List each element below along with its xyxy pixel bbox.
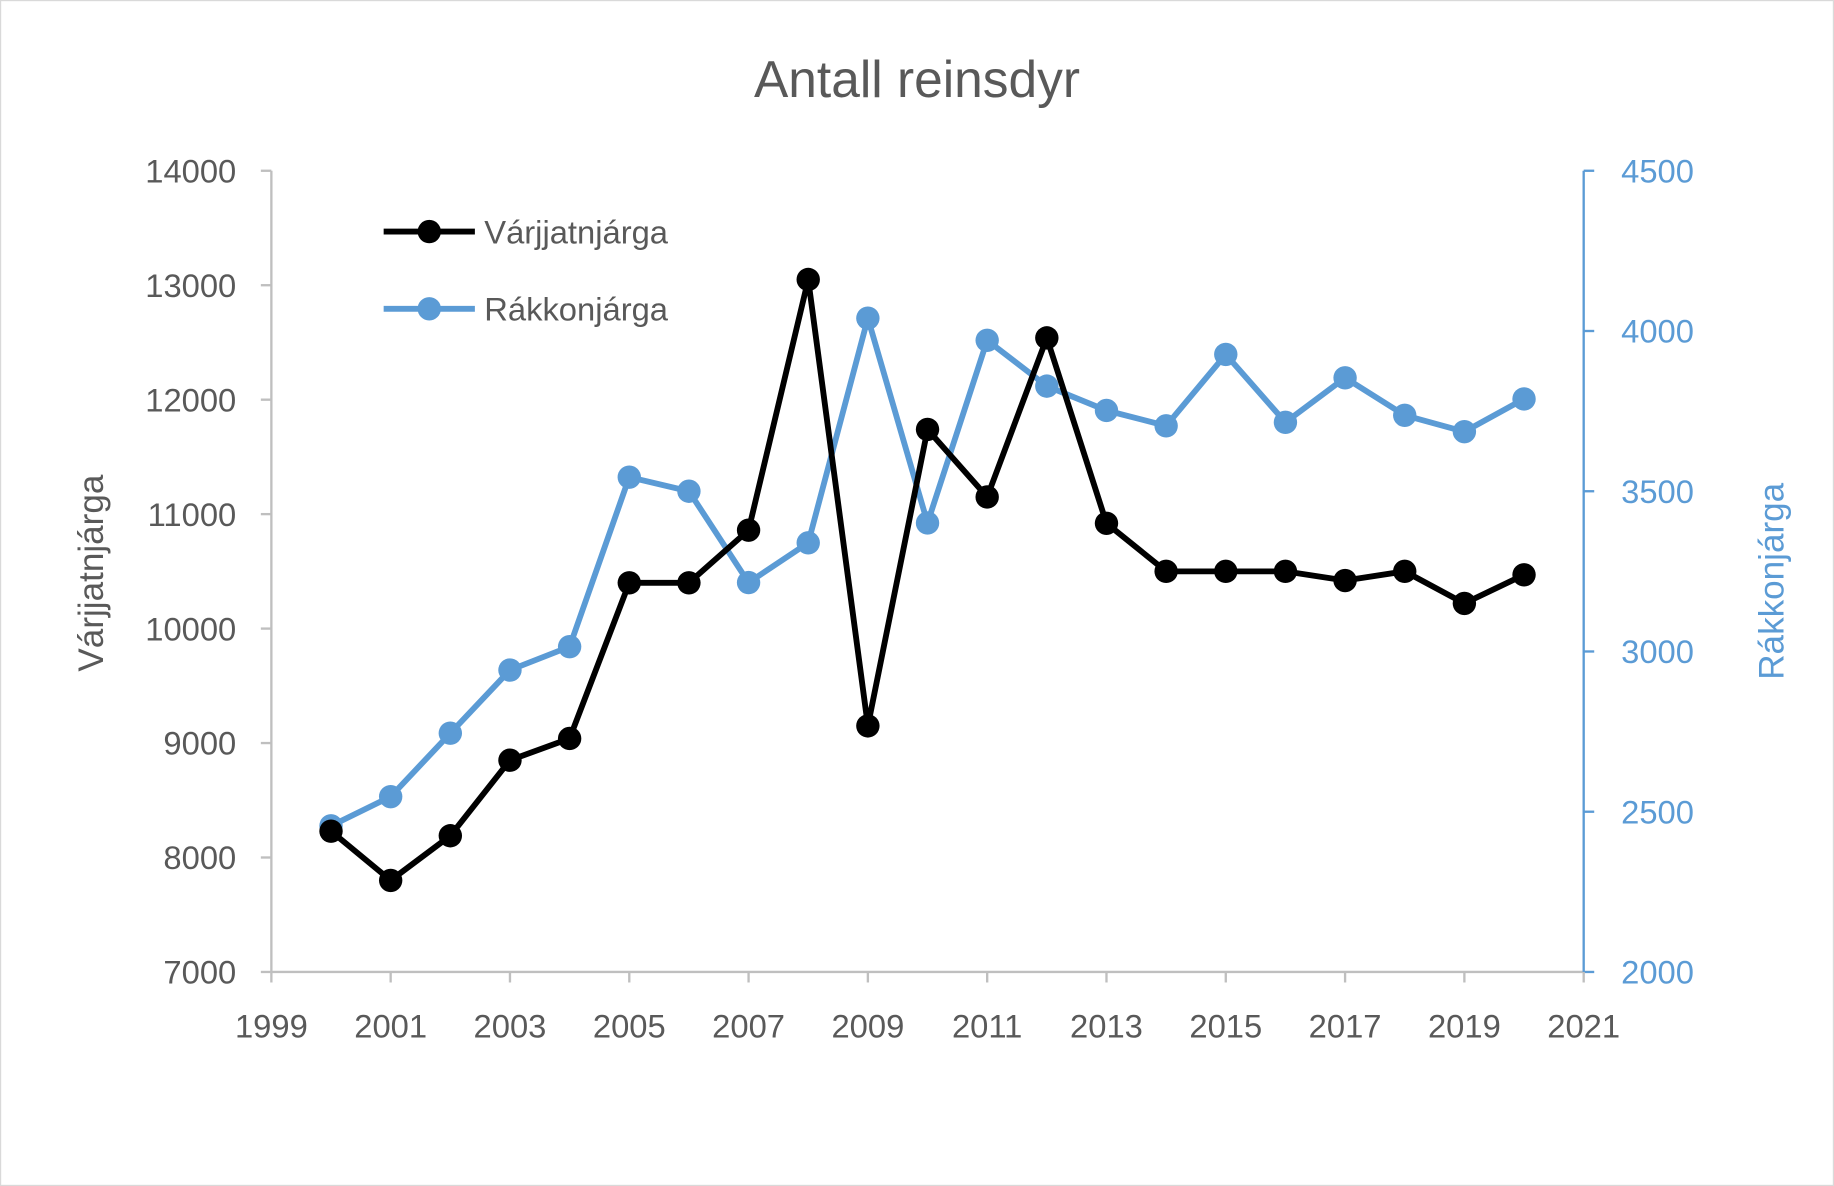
x-tick-label: 2015	[1189, 1007, 1262, 1044]
data-point-rakkonjarga	[1333, 366, 1357, 390]
y2-axis-label: Rákkonjárga	[1753, 482, 1792, 679]
x-tick-label: 1999	[235, 1007, 308, 1044]
y-tick-label: 9000	[163, 725, 236, 762]
data-point-varjjatnjarga	[378, 868, 403, 893]
data-point-rakkonjarga	[677, 479, 701, 503]
data-point-varjjatnjarga	[438, 824, 463, 848]
y-tick-label: 8000	[163, 839, 236, 876]
legend-label: Várjjatnjárga	[484, 213, 669, 250]
data-point-rakkonjarga	[796, 531, 820, 555]
y2-tick-label: 4500	[1621, 152, 1694, 189]
data-point-rakkonjarga	[915, 511, 940, 535]
y-tick-label: 10000	[145, 610, 236, 647]
data-point-varjjatnjarga	[796, 267, 820, 292]
data-point-rakkonjarga	[1154, 414, 1178, 438]
data-point-rakkonjarga	[438, 721, 463, 745]
legend: Várjjatnjárga Rákkonjárga	[383, 213, 669, 327]
x-tick-label: 2013	[1070, 1007, 1143, 1044]
data-point-rakkonjarga	[1214, 342, 1238, 367]
data-point-rakkonjarga	[736, 570, 761, 595]
x-tick-label: 2007	[712, 1007, 785, 1044]
y-axis-label: Várjjatnjárga	[72, 474, 111, 671]
x-tick-label: 2009	[831, 1007, 904, 1044]
y2-tick-label: 4000	[1621, 313, 1694, 350]
legend-marker	[417, 297, 441, 321]
data-point-varjjatnjarga	[975, 485, 999, 509]
data-point-rakkonjarga	[975, 328, 999, 352]
legend-marker	[417, 219, 441, 244]
data-point-rakkonjarga	[378, 784, 403, 809]
data-point-varjjatnjarga	[856, 714, 880, 738]
y2-tick-label: 2500	[1621, 793, 1694, 830]
x-tick-label: 2005	[593, 1007, 666, 1044]
data-point-varjjatnjarga	[557, 726, 582, 751]
x-tick-label: 2001	[354, 1007, 427, 1044]
data-point-rakkonjarga	[617, 465, 641, 489]
legend-item-varjjatnjarga: Várjjatnjárga	[383, 213, 669, 250]
y2-tick-label: 2000	[1621, 954, 1694, 991]
x-tick-label: 2019	[1428, 1007, 1501, 1044]
y-tick-label: 12000	[145, 381, 236, 418]
data-point-rakkonjarga	[1094, 398, 1119, 423]
data-point-rakkonjarga	[1512, 387, 1536, 411]
data-point-varjjatnjarga	[319, 819, 343, 843]
data-point-rakkonjarga	[856, 306, 880, 330]
data-point-rakkonjarga	[1393, 403, 1417, 427]
data-point-varjjatnjarga	[498, 748, 522, 772]
data-point-varjjatnjarga	[1094, 511, 1119, 535]
data-point-varjjatnjarga	[1214, 559, 1238, 584]
data-point-varjjatnjarga	[1273, 559, 1298, 584]
data-point-varjjatnjarga	[1035, 326, 1059, 350]
data-point-varjjatnjarga	[1333, 568, 1357, 593]
y-tick-label: 7000	[163, 954, 236, 991]
data-point-varjjatnjarga	[677, 571, 701, 595]
x-tick-label: 2011	[952, 1007, 1022, 1044]
data-point-rakkonjarga	[1273, 410, 1298, 435]
data-point-varjjatnjarga	[915, 417, 940, 442]
y-tick-label: 14000	[145, 152, 236, 189]
legend-item-rakkonjarga: Rákkonjárga	[383, 290, 669, 327]
x-tick-label: 2017	[1309, 1007, 1382, 1044]
data-point-varjjatnjarga	[1452, 591, 1477, 616]
data-point-varjjatnjarga	[736, 518, 761, 542]
data-point-rakkonjarga	[1035, 374, 1059, 398]
y2-tick-label: 3000	[1621, 633, 1694, 670]
chart-title: Antall reinsdyr	[754, 50, 1080, 108]
x-tick-label: 2021	[1547, 1007, 1620, 1044]
y-tick-label: 13000	[145, 267, 236, 304]
data-point-rakkonjarga	[557, 634, 582, 659]
data-point-rakkonjarga	[1452, 419, 1477, 444]
y2-tick-label: 3500	[1621, 473, 1694, 510]
data-point-varjjatnjarga	[617, 571, 641, 595]
legend-label: Rákkonjárga	[484, 290, 669, 327]
y-tick-label: 11000	[148, 496, 237, 533]
data-point-rakkonjarga	[498, 658, 522, 682]
data-point-varjjatnjarga	[1512, 563, 1536, 587]
data-point-varjjatnjarga	[1393, 559, 1417, 584]
data-point-varjjatnjarga	[1154, 559, 1178, 584]
x-tick-label: 2003	[474, 1007, 547, 1044]
